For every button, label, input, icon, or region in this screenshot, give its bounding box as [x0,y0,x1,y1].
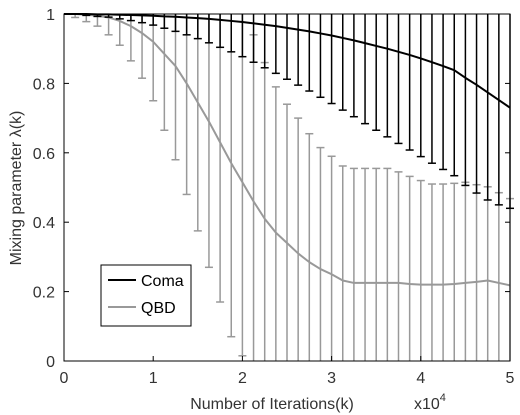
error-bar [494,191,503,361]
y-tick-label: 0.8 [33,76,55,93]
error-bar [450,14,459,177]
error-bar [361,14,370,125]
error-bar [294,117,303,361]
y-axis-label: Mixing parameter λ(k) [8,111,25,266]
x-tick-label: 1 [149,370,158,387]
error-bar [372,14,381,131]
error-bar [461,14,470,187]
x-axis-multiplier: x104 [414,392,446,413]
y-tick-label: 0 [46,354,55,371]
x-axis-multiplier-exponent: 4 [440,392,446,404]
error-bar [238,14,247,357]
y-tick-label: 1 [46,7,55,24]
series-coma [64,13,514,210]
error-bar [193,14,202,232]
error-bar [427,183,436,361]
error-bar [227,14,236,338]
error-bar [439,183,448,361]
chart-marks [64,13,514,361]
error-bar [416,179,425,361]
error-bar [249,14,258,63]
legend: Coma QBD [100,264,192,327]
error-bar [294,14,303,86]
series-line-coma [64,13,511,109]
error-bar [338,14,347,111]
error-bar [238,14,247,58]
error-bar [283,14,291,80]
error-bar [361,167,370,361]
legend-label-qbd: QBD [141,300,176,317]
error-bar [327,14,336,105]
plot-area-frame [63,13,511,362]
legend-label-coma: Coma [141,273,184,290]
y-tick-label: 0.4 [33,215,55,232]
error-bar [316,14,325,99]
error-bar [338,165,347,361]
error-bar [349,14,358,118]
error-bar [182,14,191,196]
x-tick-label: 2 [238,370,247,387]
error-bar [372,167,381,361]
error-bar [305,14,314,92]
error-bar [394,14,403,145]
x-tick-label: 3 [327,370,336,387]
error-bar [227,14,236,53]
x-axis-multiplier-base: x10 [414,396,440,413]
error-bar [260,61,269,361]
error-bar [405,14,414,151]
error-bar [461,181,470,361]
error-bar [450,182,459,361]
x-axis-label: Number of Iterations(k) [190,396,354,413]
error-bar [138,14,147,79]
error-bar [316,146,325,361]
error-bar [472,14,481,194]
series-line-qbd [64,13,511,287]
error-bar [327,155,336,361]
error-bar [383,14,392,138]
axis-ticks: 0 1 2 3 4 5 0 0.2 0.4 0.6 0.8 1 [33,7,515,387]
series-qbd [64,13,514,361]
error-bar [260,14,269,69]
x-tick-label: 0 [60,370,69,387]
error-bar [427,14,436,164]
y-tick-label: 0.6 [33,146,55,163]
error-bar [126,14,135,62]
error-bar [472,183,481,361]
error-bar [204,14,213,269]
error-bar [149,14,158,102]
error-bar [271,14,280,75]
error-bar [416,14,425,158]
error-bar [349,167,358,361]
error-bar [439,14,448,171]
error-bar [283,103,291,361]
error-bar [394,171,403,361]
error-bars-qbd [71,14,514,361]
error-bar [216,14,225,303]
error-bars-coma [82,14,514,210]
error-bar [383,167,392,361]
error-bar [271,86,280,361]
x-tick-label: 5 [506,370,515,387]
error-bar [171,14,180,161]
legend-box [100,264,192,327]
x-tick-label: 4 [416,370,425,387]
y-tick-label: 0.2 [33,285,55,302]
error-bar [494,14,503,206]
error-bar [483,14,492,201]
error-bar [483,186,492,361]
error-bar [160,14,169,131]
error-bar [405,175,414,361]
error-bar [305,132,314,361]
